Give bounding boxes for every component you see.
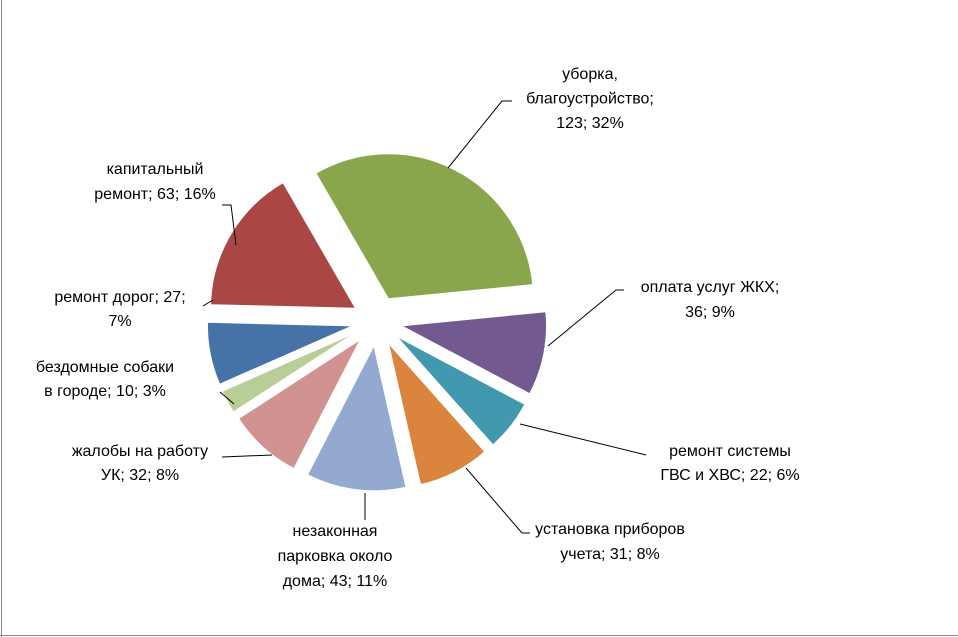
data-label: оплата услуг ЖКХ; 36; 9% bbox=[641, 279, 780, 321]
pie-slice bbox=[207, 321, 353, 385]
data-label-line: жалобы на работу bbox=[72, 443, 208, 460]
pie-slice bbox=[306, 344, 407, 492]
pie-slice bbox=[210, 181, 357, 309]
leader-line bbox=[465, 467, 530, 534]
leader-line bbox=[519, 423, 647, 456]
data-label-line: 36; 9% bbox=[685, 304, 735, 321]
data-label-line: ремонт системы bbox=[669, 443, 791, 460]
leader-line bbox=[222, 204, 237, 246]
pie-slice bbox=[399, 311, 547, 395]
data-label: установка приборов учета; 31; 8% bbox=[535, 521, 685, 563]
data-label-line: благоустройство; bbox=[526, 91, 654, 108]
leader-line bbox=[219, 391, 235, 405]
data-label: бездомные собаки в городе; 10; 3% bbox=[36, 359, 174, 400]
leader-line bbox=[547, 289, 624, 347]
pie-slice bbox=[237, 338, 362, 470]
data-label: ремонт дорог; 27; 7% bbox=[54, 289, 185, 330]
pie-slice bbox=[221, 332, 356, 413]
data-label-line: бездомные собаки bbox=[36, 359, 174, 376]
data-label-line: 7% bbox=[108, 313, 131, 330]
data-label-line: ремонт дорог; 27; bbox=[54, 289, 185, 306]
data-label-line: в городе; 10; 3% bbox=[44, 383, 166, 400]
data-label-line: 123; 32% bbox=[556, 115, 624, 132]
pie-slice bbox=[315, 153, 534, 300]
leader-line bbox=[447, 100, 512, 169]
data-label-line: ГВС и ХВС; 22; 6% bbox=[660, 467, 799, 484]
data-label-line: дома; 43; 11% bbox=[283, 573, 388, 590]
pie-slice bbox=[387, 342, 486, 486]
leader-line bbox=[202, 299, 214, 307]
leader-line bbox=[221, 454, 273, 458]
data-label-line: установка приборов bbox=[535, 521, 685, 538]
data-label: незаконная парковка около дома; 43; 11% bbox=[278, 523, 393, 590]
data-label-line: ремонт; 63; 16% bbox=[94, 186, 215, 203]
pie-slice bbox=[396, 335, 526, 446]
data-label: ремонт системы ГВС и ХВС; 22; 6% bbox=[660, 443, 799, 484]
data-label-line: капитальный bbox=[107, 161, 204, 178]
data-label: капитальный ремонт; 63; 16% bbox=[94, 161, 215, 203]
data-label-line: уборка, bbox=[562, 66, 618, 83]
data-label-line: парковка около bbox=[278, 548, 393, 565]
data-label-line: оплата услуг ЖКХ; bbox=[641, 279, 780, 296]
data-label-line: учета; 31; 8% bbox=[560, 546, 659, 563]
data-label-line: УК; 32; 8% bbox=[101, 467, 179, 484]
data-label: уборка, благоустройство; 123; 32% bbox=[526, 66, 654, 132]
data-label-line: незаконная bbox=[293, 523, 378, 540]
data-label: жалобы на работу УК; 32; 8% bbox=[72, 443, 208, 484]
